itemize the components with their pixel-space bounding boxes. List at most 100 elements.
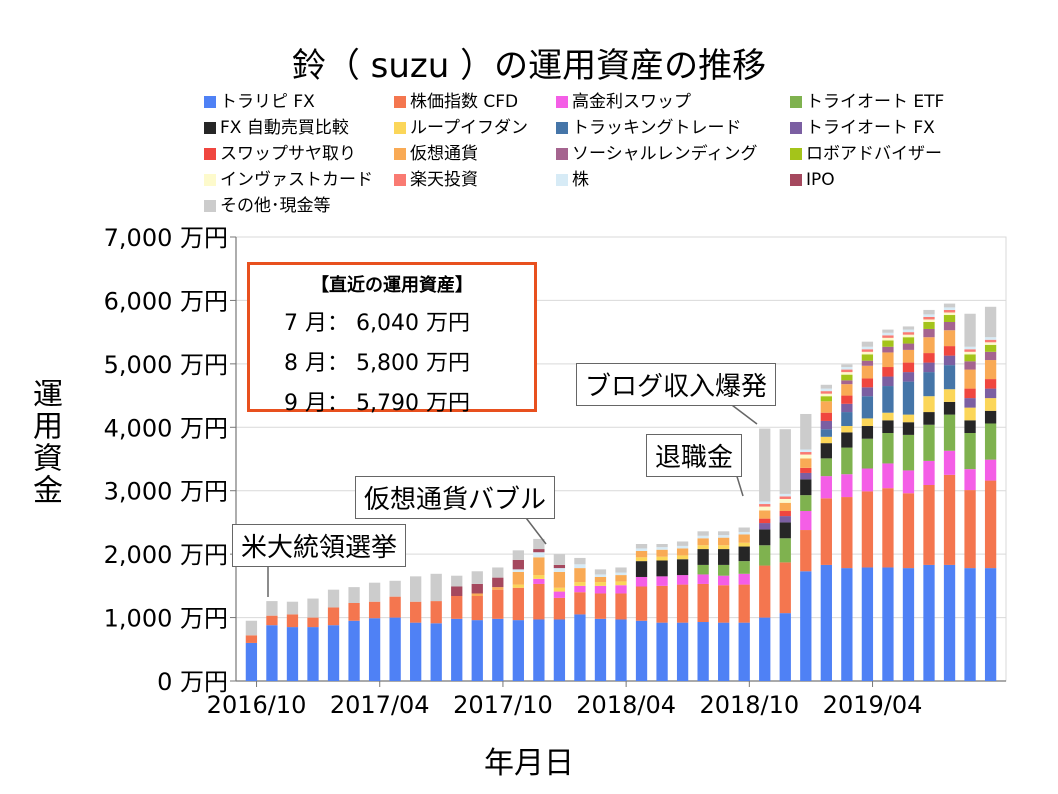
legend-swatch: [790, 122, 802, 134]
bar-segment: [635, 548, 648, 551]
bar-segment: [697, 545, 709, 550]
bar-segment: [882, 463, 894, 489]
bar-segment: [820, 384, 832, 389]
bar-segment: [307, 598, 319, 618]
bar-segment: [820, 436, 832, 444]
bar-segment: [533, 619, 545, 681]
bar-segment: [984, 459, 997, 481]
bar-segment: [759, 565, 771, 618]
bar-segment: [902, 337, 915, 344]
legend-swatch: [790, 174, 802, 186]
legend-label: トライオート FX: [806, 118, 935, 138]
bar-segment: [861, 346, 874, 350]
bar-segment: [882, 376, 894, 387]
bar-segment: [718, 585, 730, 623]
bar-segment: [779, 502, 791, 512]
bar-segment: [841, 432, 853, 448]
x-tick-label: 2018/04: [576, 691, 676, 719]
bar-segment: [738, 584, 750, 623]
legend-item: 株価指数 CFD: [394, 92, 518, 112]
bar-segment: [902, 493, 915, 569]
bar-segment: [800, 454, 812, 459]
bar-segment: [553, 564, 566, 569]
bar-segment: [800, 511, 812, 531]
bar-segment: [718, 537, 730, 546]
bar-segment: [266, 625, 278, 681]
bar-segment: [574, 557, 586, 565]
bar-segment: [656, 549, 668, 557]
bar-segment: [718, 622, 730, 681]
bar-segment: [553, 571, 566, 588]
bar-segment: [718, 564, 730, 576]
bar-segment: [964, 568, 976, 681]
bar-segment: [882, 488, 894, 568]
bar-segment: [389, 617, 401, 681]
callout-blog: ブログ収入爆発: [576, 363, 777, 406]
legend-swatch: [394, 122, 406, 134]
bar-segment: [410, 601, 422, 623]
bar-segment: [923, 485, 935, 565]
legend-item: 仮想通貨: [394, 144, 478, 164]
bar-segment: [882, 329, 894, 333]
legend-item: 株: [556, 170, 589, 190]
bar-segment: [492, 589, 504, 619]
bar-segment: [861, 351, 874, 355]
bar-segment: [882, 346, 894, 353]
bar-segment: [943, 307, 956, 310]
bar-segment: [368, 618, 381, 681]
callout-bubble: 仮想通貨バブル: [355, 476, 556, 519]
bar-segment: [861, 354, 874, 361]
bar-segment: [943, 355, 956, 366]
bar-segment: [266, 601, 278, 616]
bar-segment: [451, 618, 463, 681]
y-tick-label: 6,000 万円: [104, 287, 228, 315]
bar-segment: [635, 620, 648, 681]
bar-segment: [943, 330, 956, 347]
bar-segment: [902, 349, 915, 363]
bar-segment: [738, 573, 750, 585]
bar-segment: [389, 580, 401, 597]
bar-segment: [471, 596, 483, 621]
bar-segment: [882, 337, 894, 341]
bar-segment: [615, 585, 627, 594]
legend-label: IPO: [806, 170, 835, 190]
bar-segment: [348, 620, 360, 681]
bar-segment: [902, 329, 915, 333]
legend-item: トライオート ETF: [790, 92, 944, 112]
bar-segment: [964, 398, 976, 408]
bar-segment: [984, 568, 997, 681]
bar-segment: [861, 491, 874, 568]
bar-segment: [820, 391, 832, 394]
y-tick-label: 7,000 万円: [104, 224, 228, 252]
legend-label: トライオート ETF: [806, 92, 945, 112]
bar-segment: [943, 450, 956, 475]
bar-segment: [841, 380, 853, 385]
bar-segment: [286, 601, 299, 615]
bar-segment: [800, 413, 812, 450]
bar-segment: [512, 571, 524, 585]
bar-segment: [656, 622, 668, 681]
bar-segment: [923, 372, 935, 397]
bar-segment: [964, 354, 976, 362]
bar-segment: [492, 567, 504, 578]
bar-segment: [882, 386, 894, 413]
bar-segment: [943, 414, 956, 451]
legend-label: ソーシャルレンディング: [572, 144, 758, 164]
bar-segment: [553, 619, 566, 681]
bar-segment: [841, 497, 853, 569]
bar-segment: [512, 587, 524, 621]
bar-segment: [902, 381, 915, 415]
bar-segment: [984, 410, 997, 424]
legend-item: FX 自動売買比較: [204, 118, 349, 138]
bar-segment: [984, 339, 997, 343]
bar-segment: [512, 569, 524, 572]
bar-segment: [574, 614, 586, 681]
bar-segment: [594, 569, 607, 575]
bar-segment: [902, 568, 915, 681]
legend-swatch: [204, 174, 216, 186]
bar-segment: [738, 527, 750, 532]
bar-segment: [635, 561, 648, 577]
bar-segment: [923, 412, 935, 425]
bar-segment: [984, 342, 997, 345]
bar-segment: [964, 369, 976, 389]
